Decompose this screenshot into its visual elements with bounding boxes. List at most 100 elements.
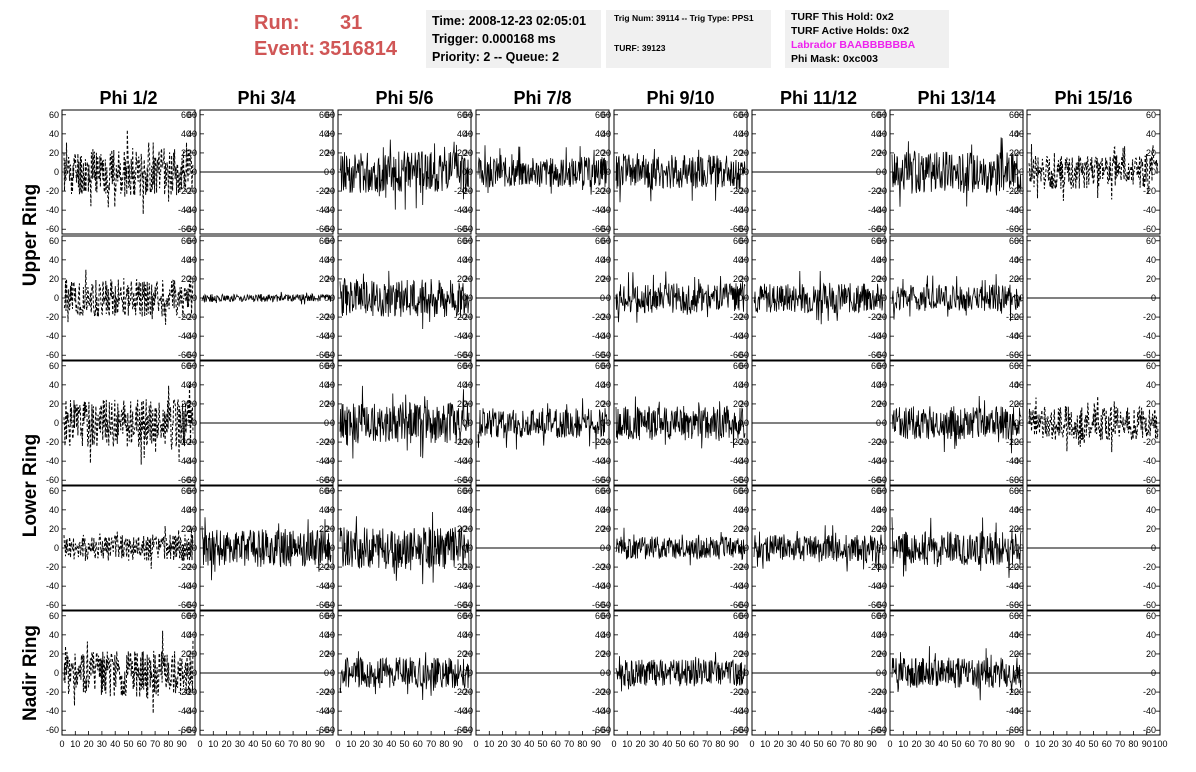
y-tick-label: 0 xyxy=(468,293,473,303)
y-tick-label: -20 xyxy=(1006,687,1019,697)
y-tick-label: 0 xyxy=(192,668,197,678)
y-tick-label: 60 xyxy=(601,236,611,246)
y-tick-label: -60 xyxy=(874,350,887,360)
y-tick-label: 0 xyxy=(192,543,197,553)
y-tick-label: -20 xyxy=(316,687,329,697)
y-tick-label: -60 xyxy=(1006,725,1019,735)
y-tick-label: 20 xyxy=(1009,649,1019,659)
y-tick-label: -20 xyxy=(46,312,59,322)
y-tick-label: 60 xyxy=(181,486,191,496)
y-tick-label: -60 xyxy=(1011,350,1024,360)
y-tick-label: 60 xyxy=(49,486,59,496)
y-tick-label: -20 xyxy=(592,562,605,572)
y-tick-label: -60 xyxy=(316,725,329,735)
y-tick-label: 60 xyxy=(739,611,749,621)
y-tick-label: -40 xyxy=(460,205,473,215)
x-tick-label: 40 xyxy=(938,739,948,749)
y-tick-label: 40 xyxy=(325,630,335,640)
x-tick-label: 20 xyxy=(360,739,370,749)
y-tick-label: 20 xyxy=(463,524,473,534)
y-tick-label: 60 xyxy=(595,236,605,246)
y-tick-label: -60 xyxy=(874,725,887,735)
y-tick-label: 20 xyxy=(319,399,329,409)
y-tick-label: -40 xyxy=(46,456,59,466)
x-tick-label: 30 xyxy=(511,739,521,749)
y-tick-label: 20 xyxy=(187,399,197,409)
y-tick-label: 20 xyxy=(733,399,743,409)
y-tick-label: 40 xyxy=(187,129,197,139)
y-tick-label: 60 xyxy=(733,611,743,621)
y-tick-label: 20 xyxy=(457,148,467,158)
y-tick-label: -20 xyxy=(1143,312,1156,322)
y-tick-label: 40 xyxy=(49,255,59,265)
y-tick-label: -40 xyxy=(1011,331,1024,341)
x-tick-label: 70 xyxy=(150,739,160,749)
x-tick-label: 70 xyxy=(288,739,298,749)
y-tick-label: 0 xyxy=(606,543,611,553)
y-tick-label: 40 xyxy=(463,505,473,515)
y-tick-label: 40 xyxy=(1014,255,1024,265)
y-tick-label: 60 xyxy=(181,611,191,621)
y-tick-label: -40 xyxy=(598,205,611,215)
y-tick-label: 20 xyxy=(319,649,329,659)
waveform-trace xyxy=(615,148,746,203)
column-title: Phi 7/8 xyxy=(513,88,571,108)
y-tick-label: -60 xyxy=(1143,224,1156,234)
y-tick-label: 0 xyxy=(606,293,611,303)
y-tick-label: 60 xyxy=(319,611,329,621)
y-tick-label: 20 xyxy=(457,649,467,659)
y-tick-label: 20 xyxy=(871,649,881,659)
y-tick-label: -20 xyxy=(454,687,467,697)
y-tick-label: 20 xyxy=(733,524,743,534)
run-value: 31 xyxy=(340,12,363,34)
waveform-trace xyxy=(63,630,194,714)
y-tick-label: -40 xyxy=(1006,205,1019,215)
x-tick-label: 50 xyxy=(675,739,685,749)
x-tick-label: 70 xyxy=(426,739,436,749)
waveform-trace xyxy=(891,274,1022,322)
y-tick-label: -60 xyxy=(592,600,605,610)
y-tick-label: 0 xyxy=(738,293,743,303)
y-tick-label: 20 xyxy=(463,649,473,659)
y-tick-label: -40 xyxy=(184,456,197,466)
y-tick-label: -40 xyxy=(460,331,473,341)
y-tick-label: 40 xyxy=(595,380,605,390)
y-tick-label: 0 xyxy=(330,293,335,303)
x-tick-label: 60 xyxy=(551,739,561,749)
y-tick-label: 20 xyxy=(187,524,197,534)
y-tick-label: -60 xyxy=(1006,600,1019,610)
y-tick-label: -40 xyxy=(736,706,749,716)
y-tick-label: -60 xyxy=(316,224,329,234)
x-tick-label: 0 xyxy=(473,739,478,749)
y-tick-label: 40 xyxy=(1146,630,1156,640)
waveform-trace xyxy=(339,651,470,701)
x-tick-label: 90 xyxy=(177,739,187,749)
y-tick-label: 20 xyxy=(181,148,191,158)
y-tick-label: 40 xyxy=(733,255,743,265)
y-tick-label: -20 xyxy=(460,312,473,322)
y-tick-label: -40 xyxy=(178,456,191,466)
y-tick-label: 0 xyxy=(468,543,473,553)
y-tick-label: 60 xyxy=(187,361,197,371)
y-tick-label: -60 xyxy=(460,224,473,234)
y-tick-label: 60 xyxy=(733,486,743,496)
y-tick-label: 0 xyxy=(462,167,467,177)
y-tick-label: -40 xyxy=(736,456,749,466)
y-tick-label: 20 xyxy=(1009,148,1019,158)
y-tick-label: 60 xyxy=(1014,110,1024,120)
y-tick-label: -40 xyxy=(1011,205,1024,215)
y-tick-label: 0 xyxy=(1151,167,1156,177)
y-tick-label: 40 xyxy=(1009,630,1019,640)
x-tick-label: 90 xyxy=(1005,739,1015,749)
y-tick-label: 0 xyxy=(882,418,887,428)
y-tick-label: -20 xyxy=(730,186,743,196)
x-tick-label: 10 xyxy=(346,739,356,749)
y-tick-label: -20 xyxy=(874,186,887,196)
